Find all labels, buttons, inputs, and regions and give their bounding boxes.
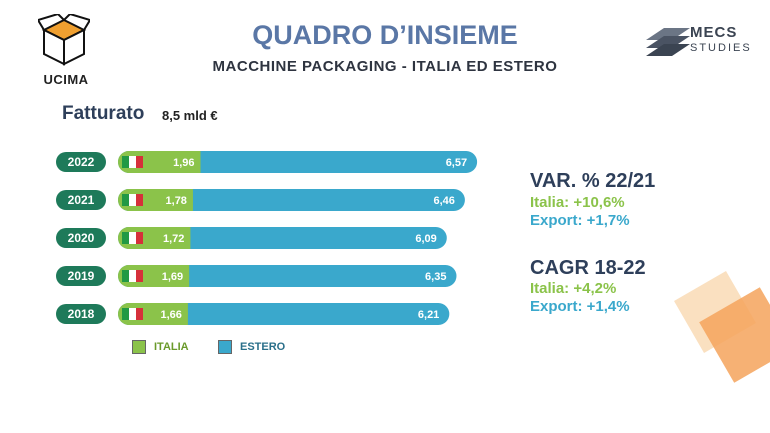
bar-italia-joint	[178, 189, 193, 211]
bar-italia-joint	[176, 227, 191, 249]
flag-white	[129, 156, 136, 168]
year-label: 2022	[68, 155, 95, 169]
data-label-estero: 6,09	[415, 233, 436, 245]
var-title: VAR. % 22/21	[530, 170, 656, 192]
legend-estero-label: ESTERO	[240, 341, 286, 353]
year-label: 2020	[68, 231, 95, 245]
kpi-value: 8,5 mld €	[162, 108, 218, 123]
flag-green	[122, 308, 129, 320]
bar-italia-joint	[175, 265, 190, 287]
mecs-logo: MECS STUDIES	[640, 24, 760, 64]
legend-estero-swatch	[218, 340, 232, 354]
legend-estero: ESTERO	[218, 340, 285, 354]
flag-white	[129, 232, 136, 244]
year-pill	[56, 266, 106, 286]
data-label-italia: 1,96	[173, 157, 194, 169]
flag-white	[129, 194, 136, 206]
legend-italia: ITALIA	[132, 340, 189, 354]
ucima-logo-text: UCIMA	[43, 72, 89, 87]
flag-red	[136, 308, 143, 320]
bar-estero	[118, 303, 450, 325]
data-label-estero: 6,46	[433, 195, 454, 207]
legend-italia-swatch	[132, 340, 146, 354]
year-pill	[56, 190, 106, 210]
bar-italia-joint	[173, 303, 188, 325]
flag-red	[136, 270, 143, 282]
flag-green	[122, 270, 129, 282]
year-label: 2021	[68, 193, 95, 207]
year-pill	[56, 228, 106, 248]
bar-estero	[118, 151, 478, 173]
data-label-italia: 1,69	[162, 271, 183, 283]
var-italia: Italia: +10,6%	[530, 194, 625, 211]
year-pill	[56, 304, 106, 324]
data-label-estero: 6,57	[446, 157, 467, 169]
mecs-stripes-icon	[646, 28, 690, 56]
year-label: 2018	[68, 307, 95, 321]
bar-italia-joint	[186, 151, 201, 173]
page-title: QUADRO D’INSIEME	[252, 20, 518, 50]
page-subtitle: MACCHINE PACKAGING - ITALIA ED ESTERO	[212, 58, 558, 75]
flag-white	[129, 270, 136, 282]
mecs-logo-text: MECS	[690, 24, 738, 41]
flag-red	[136, 156, 143, 168]
flag-green	[122, 194, 129, 206]
legend-italia-label: ITALIA	[154, 341, 189, 353]
bar-estero	[118, 265, 457, 287]
ucima-logo: UCIMA	[30, 14, 100, 94]
flag-green	[122, 156, 129, 168]
box-icon	[38, 14, 90, 66]
year-label: 2019	[68, 269, 95, 283]
flag-red	[136, 194, 143, 206]
bar-estero	[118, 227, 447, 249]
cagr-export: Export: +1,4%	[530, 298, 630, 315]
data-label-estero: 6,21	[418, 309, 439, 321]
year-pill	[56, 152, 106, 172]
data-label-italia: 1,72	[163, 233, 184, 245]
data-label-italia: 1,66	[160, 309, 181, 321]
cagr-italia: Italia: +4,2%	[530, 280, 617, 297]
var-export: Export: +1,7%	[530, 212, 630, 229]
flag-green	[122, 232, 129, 244]
mecs-logo-subtext: STUDIES	[690, 42, 752, 54]
data-label-estero: 6,35	[425, 271, 446, 283]
cagr-title: CAGR 18-22	[530, 257, 646, 279]
kpi-label: Fatturato	[62, 103, 145, 124]
flag-red	[136, 232, 143, 244]
bar-estero	[118, 189, 465, 211]
flag-white	[129, 308, 136, 320]
data-label-italia: 1,78	[166, 195, 187, 207]
